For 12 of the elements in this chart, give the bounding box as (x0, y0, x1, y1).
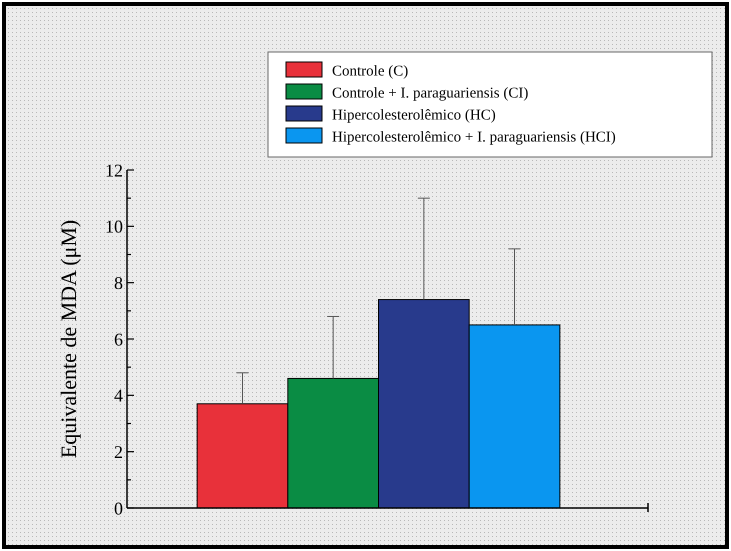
y-tick-label: 12 (105, 160, 123, 180)
legend-label: Hipercolesterolêmico (HC) (332, 107, 496, 124)
legend-label: Hipercolesterolêmico + I. paraguariensis (HCI) (332, 129, 616, 146)
legend-label: Controle + I. paraguariensis (CI) (332, 85, 528, 102)
legend-label: Controle (C) (332, 63, 408, 80)
y-tick-label: 8 (114, 272, 123, 293)
y-tick-label: 0 (114, 498, 123, 518)
y-axis-title: Equivalente de MDA (μM) (56, 220, 81, 458)
y-tick-label: 4 (114, 386, 123, 406)
y-tick-label: 2 (114, 442, 123, 462)
y-tick-label: 6 (114, 329, 123, 350)
y-tick-label: 10 (105, 216, 123, 237)
